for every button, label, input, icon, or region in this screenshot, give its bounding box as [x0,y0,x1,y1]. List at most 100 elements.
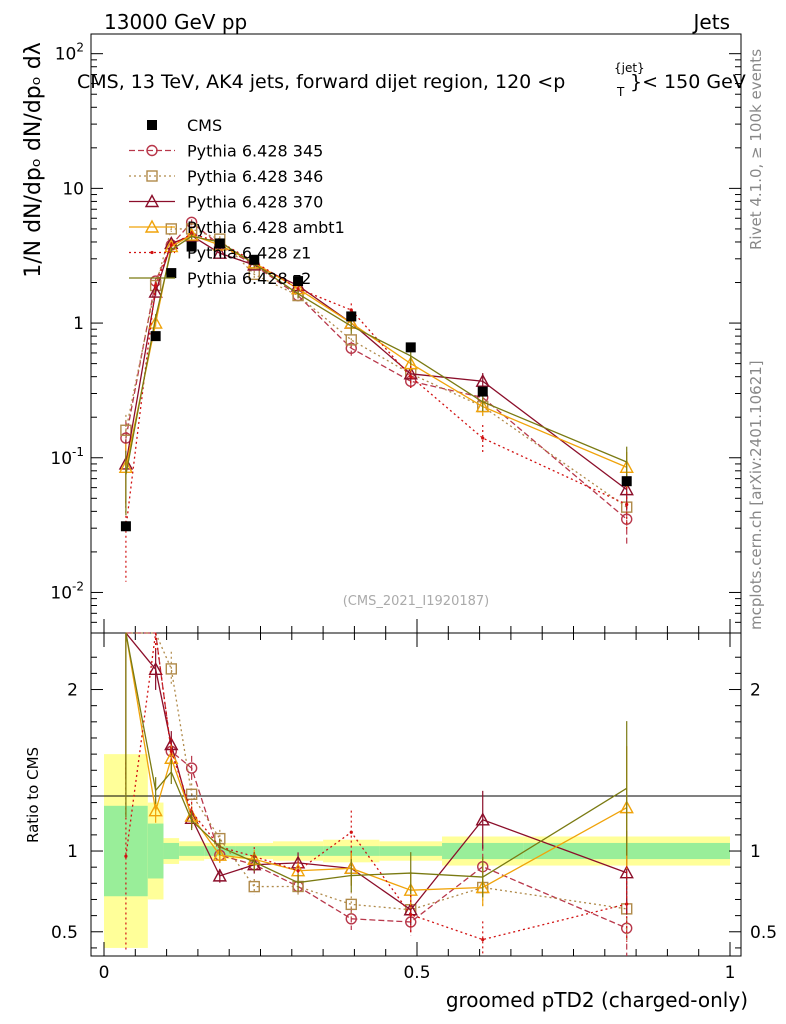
marker [619,482,634,496]
main-series [118,216,634,582]
legend-item: Pythia 6.428 345 [129,142,323,161]
marker [403,356,418,370]
marker [621,476,632,487]
stat-uncertainty-band [273,846,324,856]
ratio-y-ticks: 0.5 0.5 1 1 2 2 [51,656,777,949]
ratio-y-tick-label: 2 [67,681,78,701]
marker [296,869,300,873]
marker [621,513,633,525]
legend-item: Pythia 6.428 z1 [129,244,311,263]
y-tick-label: 10 [62,179,84,199]
marker [212,868,227,882]
ratio-plot-frame [90,632,742,957]
marker [165,223,177,235]
plot-title: CMS, 13 TeV, AK4 jets, forward dijet reg… [77,61,746,99]
ratio-uncertainty-bands [104,754,730,948]
marker [625,902,629,906]
analysis-watermark: (CMS_2021_I1920187) [343,594,490,609]
marker [481,937,485,942]
plot-title-sup: {jet} [614,61,645,75]
header-jets-label: Jets [692,10,730,34]
marker [124,854,128,858]
marker [481,436,485,440]
marker [169,243,173,247]
y-tick-label: 10-2 [50,579,84,603]
marker [349,830,353,834]
marker [248,880,260,893]
marker [345,334,357,346]
ratio-line [125,632,627,911]
x-tick-label: 1 [725,963,736,983]
marker [144,219,160,233]
ratio-line [125,632,627,911]
series-line [125,221,628,520]
x-ticks: 0 0.5 1 [99,619,736,983]
ratio-y-tick-label-right: 1 [750,842,761,862]
marker [150,331,161,342]
legend-item: Pythia 6.428 z2 [129,269,311,288]
ratio-series-2 [125,632,634,926]
marker [345,913,357,925]
marker [296,287,300,291]
legend-item: CMS [147,116,222,135]
marker [409,375,413,379]
marker [349,308,353,312]
marker [186,241,197,252]
legend-label: Pythia 6.428 370 [187,193,323,212]
marker [346,311,357,322]
ratio-series-0 [125,632,633,956]
legend-label: CMS [187,116,222,135]
x-tick-label: 0.5 [403,963,430,983]
stat-uncertainty-band [147,823,164,879]
legend-item: Pythia 6.428 346 [129,167,323,186]
marker [147,120,157,130]
marker [212,847,227,861]
ratio-series-1 [125,632,633,940]
ratio-series [124,632,634,956]
legend-label: Pythia 6.428 346 [187,167,323,186]
mcplots-label: mcplots.cern.ch [arXiv:2401.10621] [747,360,765,630]
marker [154,283,158,288]
marker [185,788,198,800]
ratio-y-tick-label-right: 2 [750,681,761,701]
marker [148,803,163,817]
marker [169,749,173,753]
marker [184,227,199,241]
stat-uncertainty-band [379,846,443,856]
marker [293,276,304,287]
marker [148,661,163,676]
marker [345,898,357,911]
marker [146,170,158,182]
plot-title-end: }< 150 GeV [630,71,746,93]
marker [146,144,158,157]
marker [212,245,227,259]
x-tick-label: 0 [99,963,110,983]
marker [144,194,160,208]
plot-title-sub: T [616,85,625,99]
legend-label: Pythia 6.428 ambt1 [187,218,345,237]
stat-uncertainty-band [179,846,205,856]
ratio-series-3 [125,632,634,909]
legend: CMS Pythia 6.428 345 Pythia 6.428 346 Pythi… [129,116,345,288]
y-tick-label: 1 [73,314,84,334]
ratio-y-tick-label: 1 [67,842,78,862]
header-energy-label: 13000 GeV pp [104,10,247,34]
marker [166,268,177,279]
ratio-line [125,632,627,941]
marker [477,386,488,397]
marker [148,315,163,329]
main-y-axis-label: 1/N dN/dpₒ dN/dpₒ dλ [21,42,46,278]
marker [625,502,629,507]
marker [150,250,154,255]
ratio-y-tick-label: 0.5 [51,923,78,943]
marker [475,812,490,826]
svg-text:1/N dN/dpₒ dN/dpₒ dλ: 1/N dN/dpₒ dN/dpₒ dλ [21,42,46,278]
rivet-label: Rivet 4.1.0, ≥ 100k events [747,49,765,250]
marker [120,521,131,532]
marker [185,762,198,774]
stat-uncertainty-band [442,842,524,860]
marker [165,663,177,675]
marker [214,238,225,249]
marker [475,399,490,413]
